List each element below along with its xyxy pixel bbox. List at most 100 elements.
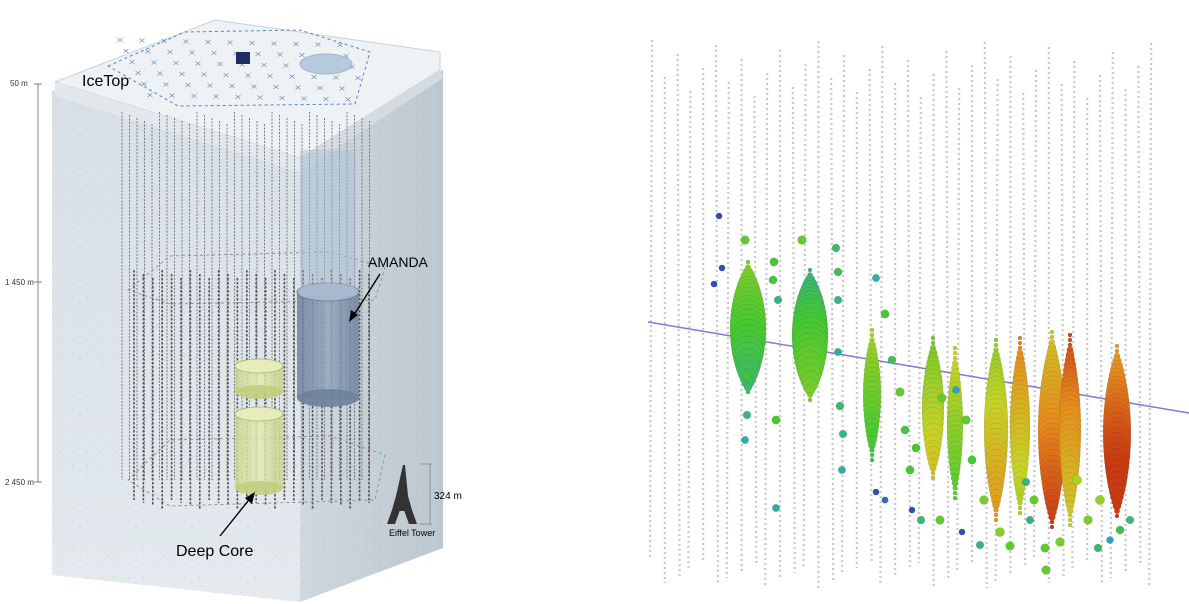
icetop-station-marker [123,48,129,54]
event-display [600,0,1189,604]
icetop-station-marker [295,85,301,90]
dom-hit [900,425,910,435]
icetop-station-marker [145,49,151,54]
icetop-station-marker [277,52,283,57]
icetop-station-marker [185,82,191,88]
dom-hit [952,345,958,351]
dom-hit [1114,348,1120,354]
icetop-station-marker [211,50,217,56]
dom-hit [1067,522,1073,528]
event-string [945,50,950,580]
dom-hit [872,274,880,282]
icetop-station-marker [283,63,289,68]
dom-hit [930,340,936,346]
icetop-station-marker [279,95,285,101]
depth-label-50: 50 m [10,79,28,88]
icetop-station-marker [267,73,273,79]
icetop-station-marker [161,38,167,44]
depth-label-1450: 1 450 m [5,278,34,287]
icetop-station-marker [141,81,147,87]
dom-hit [869,452,875,458]
dom-hit [834,348,842,356]
dom-hit [869,447,875,453]
icetop-station-marker [337,42,343,48]
event-string [1098,74,1104,586]
icetop-station-marker [223,72,229,78]
dom-hit [967,455,977,465]
dom-hit [742,410,752,420]
event-string [956,87,961,573]
dom-hit [1055,537,1065,547]
dom-hit [881,496,889,504]
event-string [725,81,730,579]
event-string [994,78,999,582]
icetop-station-marker [191,93,197,99]
dom-hit [1114,343,1120,349]
eiffel-tower-label: Eiffel Tower [389,528,435,538]
dom-hit [993,337,999,343]
icetop-station-marker [245,73,251,78]
event-string [764,72,769,588]
dom-hit [772,504,780,512]
dom-hit [1066,506,1074,514]
dom-hit [1040,543,1050,553]
icetop-station-marker [189,50,195,55]
dom-hit [1017,500,1023,506]
dom-hit [1017,510,1023,516]
icetop-station-marker [179,71,185,77]
dom-hit [916,515,926,525]
dom-hit [1049,334,1055,340]
event-string [1032,69,1038,561]
eiffel-height-label: 324 m [434,491,462,502]
icetop-station-marker [299,52,305,58]
icetop-station-marker [229,83,235,89]
icetop-station-marker [339,86,345,91]
dom-hit [715,212,723,220]
dom-hit [905,465,915,475]
dom-hit [930,475,936,481]
icetop-label: IceTop [82,73,129,90]
event-string [868,68,873,562]
icetop-station-marker [355,75,361,81]
dom-hit [1021,477,1031,487]
icetop-station-marker [217,61,223,67]
instrumented-volume [127,251,386,507]
icetop-station-marker [273,84,279,90]
dom-hit [993,342,999,348]
dom-hit [930,470,936,476]
dom-hit [807,267,813,273]
amanda-cylinder [296,282,360,407]
icetop-station-marker [147,92,153,98]
amanda-label: AMANDA [368,254,429,270]
icetop-station-marker [117,37,123,43]
deep-core-cylinders [234,358,284,495]
dom-hit [1071,474,1083,486]
dom-hit [1083,515,1093,525]
dom-hit [745,259,751,265]
event-string [753,95,758,565]
dom-hit [1017,345,1023,351]
dom-hit [952,490,958,496]
dom-hit [993,507,999,513]
icetop-station-marker [183,39,189,44]
ice-front-speckle [52,90,300,602]
deep-core-arrowhead [245,492,255,504]
icetop-station-marker [207,83,213,88]
dom-hit [935,515,945,525]
depth-scale [34,83,42,483]
dom-hit [929,464,937,472]
dom-hit [1017,340,1023,346]
dom-hit [1115,525,1125,535]
icetop-station-marker [129,59,135,65]
dom-hit [908,506,916,514]
dom-hit [869,332,875,338]
dom-hit [952,355,958,361]
dom-hit [768,275,778,285]
icetop-station-marker [227,40,233,45]
dom-hit [1114,513,1120,519]
amanda-arrowhead [349,310,358,322]
dom-hit [1093,543,1103,553]
dom-hit [887,355,897,365]
detector-diagram-svg: 50 m 1 450 m 2 450 m IceTop AMANDA Deep … [5,19,462,602]
dom-hit [710,280,718,288]
